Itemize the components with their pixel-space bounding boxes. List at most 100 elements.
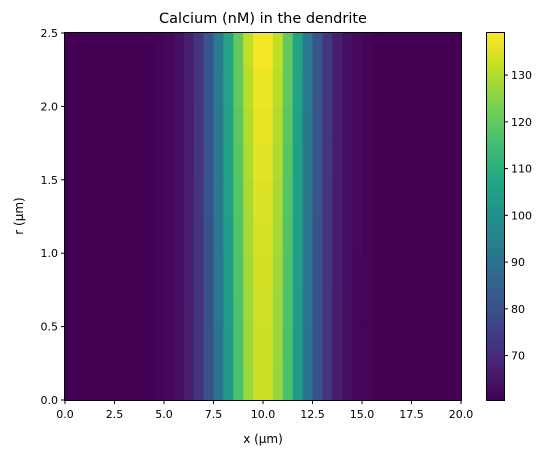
heatmap-cell xyxy=(332,326,343,364)
heatmap-cell xyxy=(292,363,304,401)
heatmap-cell xyxy=(74,326,86,364)
heatmap-cell xyxy=(203,33,215,71)
heatmap-cell xyxy=(183,216,195,254)
heatmap-cell xyxy=(381,363,393,401)
heatmap-cell xyxy=(263,253,274,291)
heatmap-cell xyxy=(312,326,323,364)
heatmap-cell xyxy=(342,326,353,364)
heatmap-cell xyxy=(164,289,175,328)
heatmap-cell xyxy=(253,289,264,328)
heatmap-cell xyxy=(322,253,333,291)
x-axis-label: x (μm) xyxy=(243,432,283,446)
heatmap-cell xyxy=(282,363,294,401)
heatmap-cell xyxy=(411,289,422,328)
heatmap-cell xyxy=(233,179,244,218)
heatmap-cell xyxy=(173,143,185,181)
heatmap-cell xyxy=(253,179,264,218)
heatmap-cell xyxy=(292,33,304,71)
heatmap-cell xyxy=(243,143,254,181)
heatmap-cell xyxy=(134,69,145,107)
heatmap-cell xyxy=(253,33,264,71)
heatmap-cell xyxy=(144,363,155,401)
heatmap-cell xyxy=(362,289,373,328)
heatmap-cell xyxy=(253,363,264,401)
heatmap-cell xyxy=(421,106,432,144)
heatmap-cell xyxy=(144,143,155,181)
heatmap-cell xyxy=(114,253,125,291)
heatmap-cell xyxy=(253,69,264,107)
heatmap-cell xyxy=(451,143,462,181)
heatmap-cell xyxy=(74,69,86,107)
heatmap-cell xyxy=(193,253,205,291)
heatmap-cell xyxy=(65,253,76,291)
heatmap-cell xyxy=(74,179,86,218)
colorbar-tick-label: 100 xyxy=(511,209,532,222)
heatmap-cell xyxy=(332,216,343,254)
heatmap-cell xyxy=(233,143,244,181)
heatmap-cell xyxy=(263,363,274,401)
heatmap-cell xyxy=(431,289,442,328)
heatmap-cell xyxy=(362,33,373,71)
heatmap-cell xyxy=(144,289,155,328)
heatmap-cell xyxy=(114,179,125,218)
heatmap-cell xyxy=(65,33,76,71)
heatmap-cell xyxy=(302,143,314,181)
heatmap-cell xyxy=(272,143,284,181)
heatmap-cell xyxy=(411,363,422,401)
heatmap-cell xyxy=(65,363,76,401)
y-axis-label: r (μm) xyxy=(12,197,26,234)
heatmap-cell xyxy=(421,253,432,291)
heatmap-cell xyxy=(292,106,304,144)
heatmap-cell xyxy=(203,326,215,364)
heatmap-cell xyxy=(213,106,224,144)
heatmap-cell xyxy=(411,106,422,144)
heatmap-cell xyxy=(154,253,165,291)
heatmap-cell xyxy=(441,253,452,291)
heatmap-cell xyxy=(292,179,304,218)
heatmap-cell xyxy=(411,326,422,364)
heatmap-cell xyxy=(124,363,135,401)
heatmap-cell xyxy=(124,33,135,71)
y-tick-label: 0.0 xyxy=(41,394,59,407)
heatmap-cell xyxy=(371,179,383,218)
heatmap-cell xyxy=(74,33,86,71)
heatmap-cell xyxy=(154,216,165,254)
heatmap-cell xyxy=(114,216,125,254)
heatmap-cell xyxy=(243,253,254,291)
heatmap-cell xyxy=(173,326,185,364)
heatmap-cell xyxy=(183,143,195,181)
heatmap-cell xyxy=(173,106,185,144)
heatmap-cell xyxy=(352,179,363,218)
heatmap-cell xyxy=(183,106,195,144)
heatmap-cell xyxy=(243,106,254,144)
heatmap-cell xyxy=(401,179,413,218)
heatmap-cell xyxy=(144,216,155,254)
heatmap-cell xyxy=(332,253,343,291)
heatmap-cell xyxy=(243,216,254,254)
heatmap-cell xyxy=(94,106,106,144)
heatmap-cell xyxy=(104,216,116,254)
heatmap-cell xyxy=(154,33,165,71)
heatmap-cell xyxy=(104,363,116,401)
heatmap-cell xyxy=(391,289,403,328)
heatmap-cell xyxy=(302,253,314,291)
heatmap-cell xyxy=(124,179,135,218)
heatmap-cell xyxy=(332,179,343,218)
x-tick-label: 5.0 xyxy=(155,408,173,421)
heatmap-cell xyxy=(431,363,442,401)
heatmap-cell xyxy=(94,216,106,254)
heatmap-cell xyxy=(381,253,393,291)
heatmap-cell xyxy=(144,106,155,144)
heatmap-cell xyxy=(381,326,393,364)
heatmap-cell xyxy=(134,179,145,218)
heatmap-cell xyxy=(401,326,413,364)
heatmap-cell xyxy=(114,363,125,401)
heatmap-cell xyxy=(124,143,135,181)
colorbar-ticks: 70 80 90 100 110 120 130 xyxy=(504,69,532,363)
heatmap-cell xyxy=(223,179,234,218)
heatmap-cell xyxy=(253,216,264,254)
x-tick-label: 0.0 xyxy=(56,408,74,421)
heatmap-cell xyxy=(263,33,274,71)
heatmap-cell xyxy=(233,253,244,291)
heatmap-cell xyxy=(352,326,363,364)
